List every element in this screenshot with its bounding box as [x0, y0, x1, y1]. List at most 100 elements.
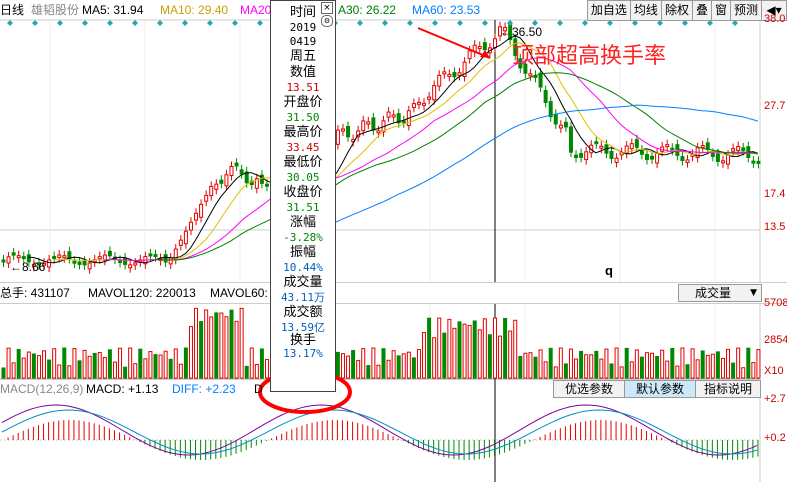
volume-bar [710, 353, 715, 379]
signal-marker [532, 20, 538, 26]
volume-bar [178, 363, 183, 379]
volume-bar [579, 350, 584, 379]
tt-volume: 43.11万 [280, 291, 326, 304]
volume-bar [356, 360, 361, 379]
candle [700, 145, 705, 149]
ex-rights-button[interactable]: 除权 [660, 0, 693, 21]
candle [188, 221, 193, 231]
volume-bar [47, 359, 52, 379]
volume-bar [482, 318, 487, 379]
volume-bar [214, 312, 219, 379]
add-watchlist-button[interactable]: 加自选 [586, 0, 631, 21]
volume-bar [680, 347, 685, 379]
ma5-line [28, 35, 759, 264]
candle [204, 194, 209, 202]
candle [118, 259, 123, 263]
volume-bar [346, 355, 351, 379]
tt-weekday: 周五 [289, 49, 316, 64]
candle [538, 72, 543, 88]
volume-bar [604, 348, 609, 379]
ma5-label: MA5: 31.94 [82, 3, 144, 17]
volume-bar [675, 365, 680, 379]
arrow-menu-button[interactable]: ◀▾ [761, 0, 787, 21]
volume-bar [467, 324, 472, 379]
candle [133, 262, 138, 266]
ma-button[interactable]: 均线 [629, 0, 662, 21]
tt-high-label: 最高价 [283, 125, 323, 140]
forecast-button[interactable]: 预测 [729, 0, 762, 21]
candle [36, 262, 41, 266]
candle [26, 254, 31, 263]
volume-bar [548, 347, 553, 379]
volume-bar [568, 348, 573, 379]
default-params-button[interactable]: 默认参数 [624, 380, 696, 398]
candle [401, 120, 406, 124]
volume-bar [639, 356, 644, 379]
annotation-arrowhead [480, 50, 490, 58]
candle [72, 260, 77, 264]
volume-axis-unit: X10 [764, 365, 784, 377]
indicator-dropdown[interactable]: 成交量 ▼ [678, 284, 762, 302]
volume-bar [62, 347, 67, 379]
candle [563, 121, 568, 128]
signal-marker [82, 20, 88, 26]
candle [452, 72, 457, 78]
candle [234, 162, 239, 167]
volume-bar [72, 348, 77, 379]
mavol120-label: MAVOL120: 220013 [88, 286, 196, 300]
tt-value: 13.51 [286, 81, 320, 94]
candle [52, 256, 57, 260]
gear-icon[interactable]: ⚙ [321, 15, 333, 27]
candle [340, 128, 345, 132]
tt-value-label: 数值 [289, 65, 316, 80]
volume-bar [432, 337, 437, 379]
candle [168, 257, 173, 265]
tt-amount: 13.59亿 [280, 321, 326, 334]
candle [47, 259, 52, 268]
candle [6, 256, 11, 264]
volume-bar [751, 362, 756, 379]
overlay-button[interactable]: 叠 [691, 0, 712, 21]
signal-marker [732, 20, 738, 26]
candle [1, 259, 6, 263]
candle [57, 254, 62, 258]
candle [391, 114, 396, 118]
close-icon[interactable]: × [321, 2, 333, 14]
volume-bar [87, 355, 92, 379]
volume-bar [705, 354, 710, 379]
tt-amplitude-label: 振幅 [289, 245, 316, 260]
candle [477, 46, 482, 50]
ma30-label: A30: 26.22 [338, 3, 397, 17]
annotation-arrow [417, 27, 491, 59]
volume-bar [254, 363, 259, 379]
candle [720, 160, 725, 164]
volume-bar [259, 348, 264, 379]
macd-axis-mid: +0.2 [764, 432, 786, 444]
volume-bar [452, 327, 457, 379]
candle [599, 145, 604, 149]
window-button[interactable]: 窗 [710, 0, 731, 21]
indicator-help-button[interactable]: 指标说明 [695, 380, 761, 398]
candle [427, 96, 432, 100]
price-axis-top: 38.0 [764, 13, 786, 25]
candle [705, 142, 710, 150]
candle [650, 155, 655, 160]
candle [264, 183, 269, 187]
tt-change-label: 涨幅 [289, 215, 316, 230]
preferred-params-button[interactable]: 优选参数 [553, 380, 625, 398]
volume-bar [462, 323, 467, 379]
signal-marker [382, 20, 388, 26]
chevron-down-icon: ▼ [750, 288, 757, 298]
candle [462, 61, 467, 77]
candle [62, 255, 67, 259]
volume-bar [518, 356, 523, 379]
diff-value: DIFF: +2.23 [172, 382, 236, 396]
candle [371, 117, 376, 131]
volume-bar [386, 359, 391, 379]
volume-bar [715, 351, 720, 379]
volume-bar [11, 362, 16, 379]
volume-bar [57, 364, 62, 379]
signal-marker [507, 20, 513, 26]
volume-bar [574, 358, 579, 379]
